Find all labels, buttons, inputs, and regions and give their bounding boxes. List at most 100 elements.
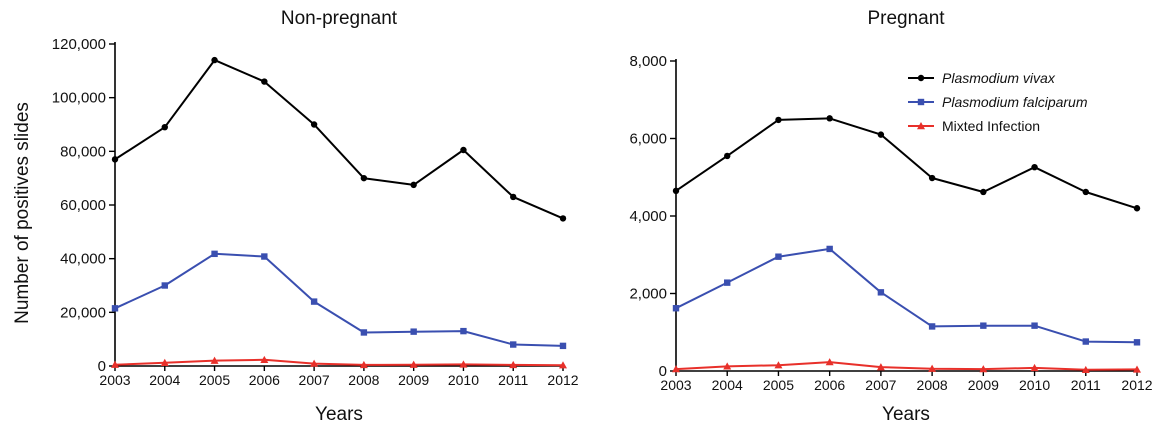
x-tick-label: 2004 (149, 372, 180, 388)
chart-title: Pregnant (867, 8, 945, 29)
data-point (826, 245, 833, 253)
series-plasmodium-vivax (672, 115, 1141, 212)
data-point (928, 323, 936, 330)
y-tick-label: 8,000 (629, 53, 667, 70)
data-point (559, 361, 567, 369)
chart-pregnant: Pregnant Years 0 2,000 4,000 6,000 8,000 2003… (629, 8, 1152, 425)
data-point (261, 253, 268, 260)
x-tick-label: 2012 (1121, 377, 1152, 393)
data-point (672, 305, 680, 312)
chart-non-pregnant: Non-pregnant Number of positives slides … (12, 8, 579, 425)
x-tick-label: 2011 (1071, 377, 1101, 393)
y-tick-label: 0 (659, 363, 667, 380)
data-point (672, 365, 680, 373)
data-point (876, 363, 885, 371)
series-mixted-infection (111, 355, 567, 369)
x-tick-label: 2004 (712, 377, 743, 393)
data-point (1133, 365, 1141, 373)
data-point (360, 174, 368, 182)
data-point (559, 342, 567, 350)
x-tick-label: 2009 (968, 377, 999, 393)
data-point (877, 289, 885, 296)
legend-label: Mixted Infection (942, 118, 1040, 134)
x-tick-label: 2003 (660, 377, 691, 393)
data-point (1133, 205, 1141, 212)
data-point (774, 361, 783, 369)
data-point (877, 131, 885, 138)
series-line (114, 59, 564, 220)
x-tick-label: 2005 (199, 372, 230, 388)
chart-title: Non-pregnant (281, 8, 398, 29)
series-line (114, 252, 564, 347)
data-point (310, 121, 318, 128)
data-point (724, 152, 731, 160)
data-point (775, 253, 782, 260)
data-point (211, 250, 218, 258)
data-point (510, 341, 517, 348)
x-tick-label: 2009 (398, 372, 429, 388)
data-point (928, 174, 936, 182)
data-point (826, 115, 833, 122)
data-point (460, 146, 467, 154)
data-point (724, 279, 731, 286)
data-point (825, 358, 834, 366)
data-point (1082, 338, 1089, 345)
legend-item-plasmodium-vivax: Plasmodium vivax (908, 70, 1056, 86)
data-point (928, 364, 937, 372)
legend: Plasmodium vivax Plasmodium falciparum Mix… (908, 70, 1088, 134)
legend-item-mixted-infection: Mixted Infection (908, 118, 1040, 134)
data-point (509, 360, 518, 369)
data-point (775, 116, 782, 124)
data-point (310, 359, 319, 367)
x-axis-label: Years (315, 404, 363, 425)
x-tick-label: 2007 (865, 377, 896, 393)
legend-marker (917, 98, 925, 106)
y-tick-label: 80,000 (60, 143, 106, 160)
data-point (260, 355, 269, 364)
x-tick-label: 2011 (498, 372, 528, 388)
x-tick-label: 2005 (763, 377, 794, 393)
data-point (1031, 322, 1038, 329)
data-point (409, 360, 418, 368)
data-point (1133, 339, 1141, 346)
y-tick-label: 40,000 (60, 251, 106, 268)
data-point (980, 188, 987, 196)
series-line (675, 247, 1138, 344)
data-point (410, 181, 417, 189)
legend-marker (917, 122, 925, 130)
data-point (559, 215, 567, 222)
y-tick-label: 100,000 (52, 90, 106, 107)
y-tick-label: 6,000 (629, 131, 667, 148)
data-point (210, 356, 219, 364)
series-plasmodium-falciparum (672, 245, 1141, 346)
data-point (1082, 188, 1089, 196)
y-tick-label: 2,000 (629, 286, 667, 303)
y-axis-label: Number of positives slides (12, 102, 33, 324)
legend-label: Plasmodium falciparum (942, 94, 1088, 110)
data-point (979, 365, 988, 373)
data-point (672, 187, 680, 195)
legend-label: Plasmodium vivax (942, 70, 1056, 86)
series-line (114, 358, 564, 367)
y-tick-label: 20,000 (60, 304, 106, 321)
data-point (1030, 363, 1039, 372)
data-point (359, 360, 368, 369)
data-point (1031, 163, 1038, 171)
y-tick-label: 4,000 (629, 208, 667, 225)
y-tick-label: 120,000 (52, 36, 106, 53)
data-point (111, 305, 119, 312)
x-tick-label: 2008 (917, 377, 948, 393)
data-point (161, 282, 168, 289)
y-tick-label: 0 (98, 358, 106, 375)
x-tick-label: 2010 (1019, 377, 1050, 393)
series-plasmodium-falciparum (111, 250, 567, 350)
x-axis-label: Years (882, 404, 930, 425)
x-tick-label: 2010 (448, 372, 479, 388)
data-point (310, 298, 318, 305)
series-line (675, 117, 1138, 210)
data-point (211, 56, 218, 64)
x-tick-label: 2006 (814, 377, 845, 393)
x-tick-label: 2008 (348, 372, 379, 388)
legend-marker (917, 74, 925, 82)
